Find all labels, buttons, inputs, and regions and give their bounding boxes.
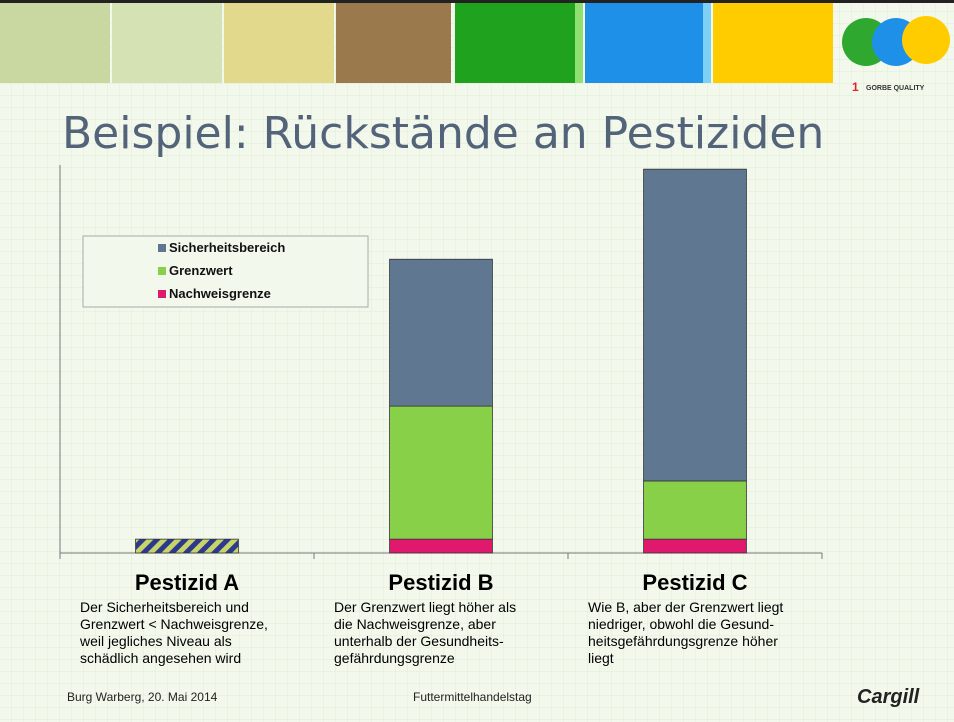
description-line: liegt	[588, 650, 614, 666]
legend-label: Grenzwert	[169, 263, 233, 278]
bar-segment	[643, 168, 747, 482]
legend-label: Nachweisgrenze	[169, 286, 271, 301]
legend-swatch	[158, 290, 166, 298]
bar-segment	[135, 538, 239, 554]
bar-segment	[643, 538, 747, 554]
plot	[59, 165, 823, 559]
bar-segment	[389, 405, 493, 540]
legend: Sicherheitsbereich Grenzwert Nachweisgrenz…	[82, 235, 369, 308]
description-line: unterhalb der Gesundheits-	[334, 633, 504, 649]
legend-label: Sicherheitsbereich	[169, 240, 285, 255]
legend-swatch	[158, 244, 166, 252]
description-line: Der Sicherheitsbereich und	[80, 599, 249, 615]
bar-segment	[389, 538, 493, 554]
categories: Pestizid A Der Sicherheitsbereich undGren…	[79, 570, 783, 666]
bar-segment	[389, 258, 493, 407]
legend-swatch	[158, 267, 166, 275]
description-line: gefährdungsgrenze	[334, 650, 455, 666]
category-label: Pestizid C	[642, 570, 747, 595]
description-line: Grenzwert < Nachweisgrenze,	[80, 616, 268, 632]
description-line: weil jegliches Niveau als	[79, 633, 232, 649]
header-strip	[0, 0, 954, 83]
legend-box	[82, 235, 369, 308]
footer-center: Futtermittelhandelstag	[413, 690, 532, 704]
logo-number: 1	[852, 80, 859, 94]
category-label: Pestizid A	[135, 570, 239, 595]
brand-logo: Cargill	[857, 686, 920, 708]
logo-text: GORBE QUALITY	[866, 85, 925, 92]
slide-title: Beispiel: Rückstände an Pestiziden	[62, 108, 824, 159]
description-line: Wie B, aber der Grenzwert liegt	[588, 599, 783, 615]
footer-left: Burg Warberg, 20. Mai 2014	[67, 690, 218, 704]
description-line: schädlich angesehen wird	[80, 650, 241, 666]
description-line: niedriger, obwohl die Gesund-	[588, 616, 774, 632]
description-line: heitsgefährdungsgrenze höher	[588, 633, 778, 649]
category-label: Pestizid B	[388, 570, 493, 595]
bar-segment	[643, 480, 747, 540]
description-line: die Nachweisgrenze, aber	[334, 616, 496, 632]
description-line: Der Grenzwert liegt höher als	[334, 599, 516, 615]
legend-items: Sicherheitsbereich Grenzwert Nachweisgrenz…	[158, 240, 285, 301]
